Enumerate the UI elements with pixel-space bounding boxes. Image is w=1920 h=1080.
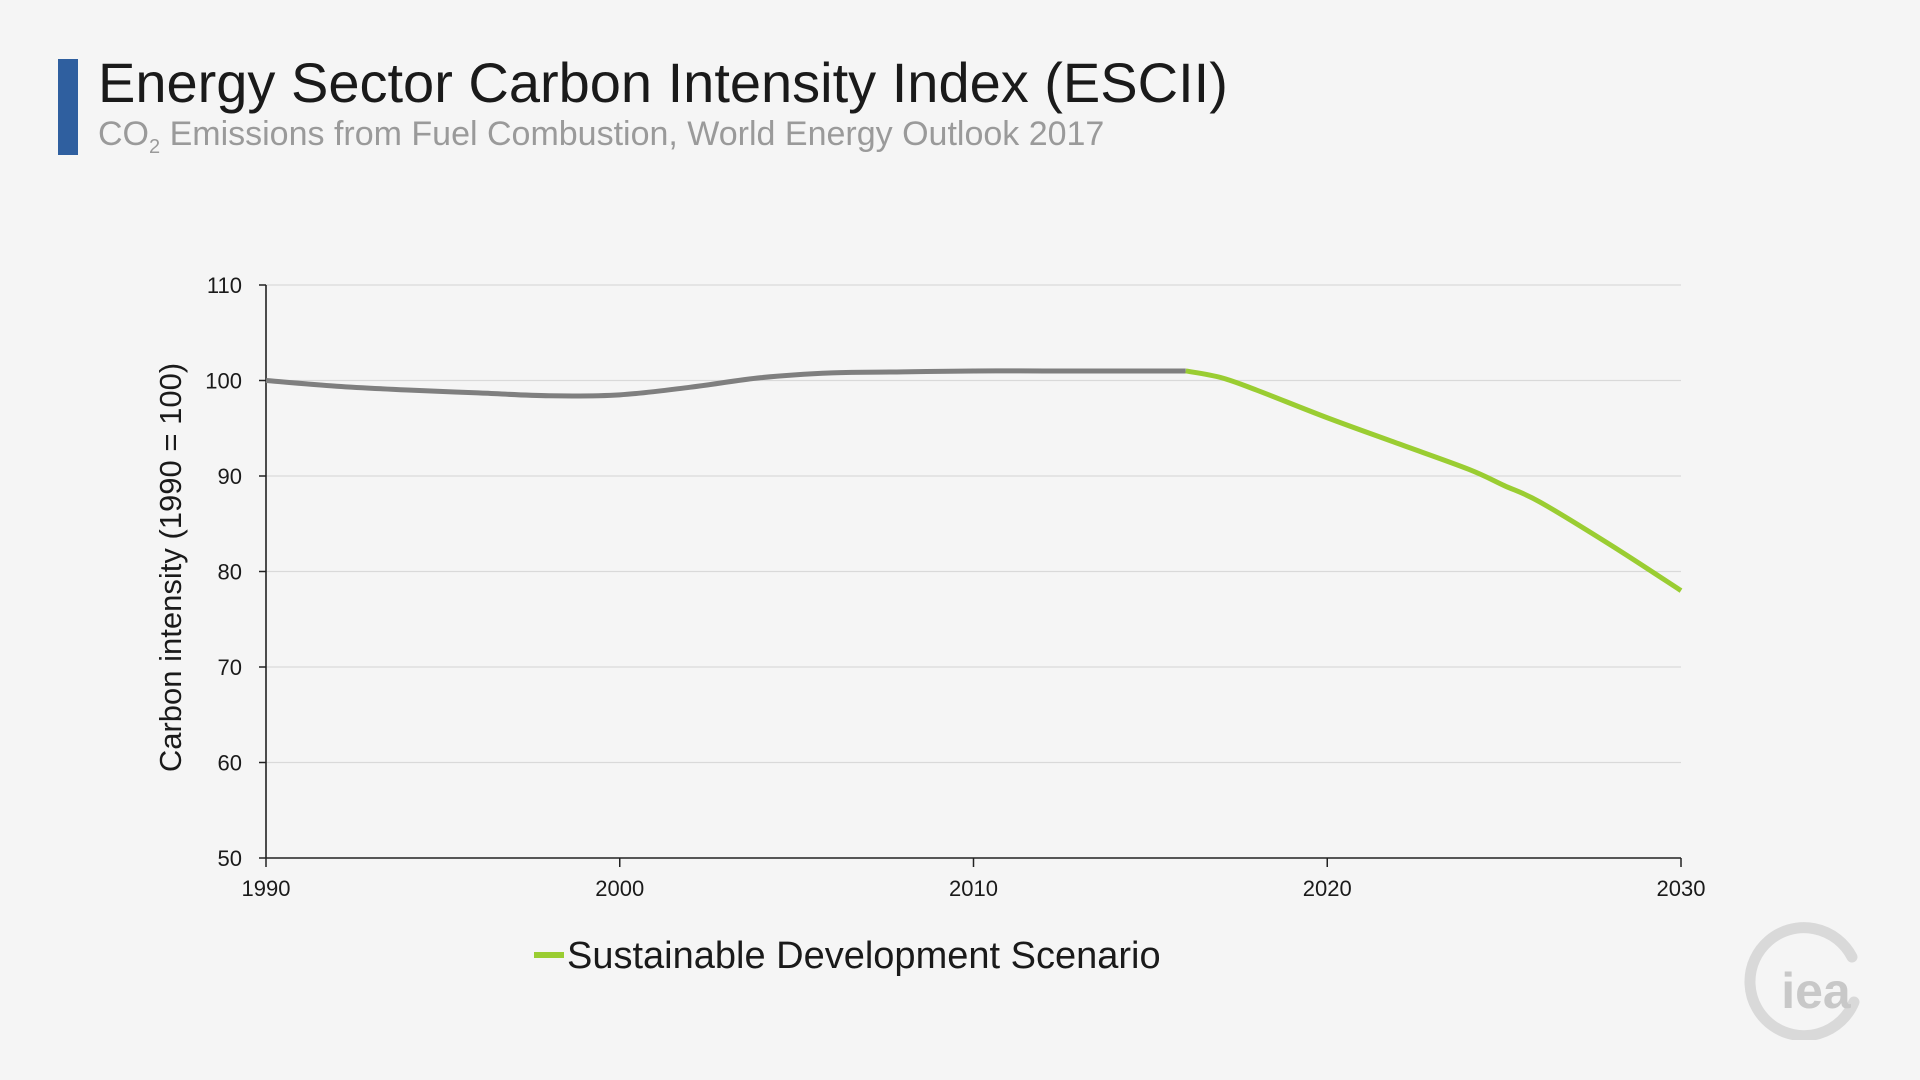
title-accent-bar: [58, 59, 78, 155]
y-tick-label: 100: [205, 369, 242, 394]
iea-logo: iea: [1744, 914, 1870, 1042]
x-tick-label: 2020: [1303, 876, 1352, 901]
x-tick-label: 2010: [949, 876, 998, 901]
y-tick-label: 50: [218, 846, 242, 871]
series-line-historical: [265, 368, 1186, 399]
x-tick-label: 1990: [242, 876, 291, 901]
y-tick-label: 80: [218, 560, 242, 585]
chart-subtitle: CO2 Emissions from Fuel Combustion, Worl…: [98, 112, 1105, 158]
y-tick-label: 110: [207, 273, 242, 298]
y-tick-label: 90: [218, 464, 242, 489]
y-axis-label: Carbon intensity (1990 = 100): [153, 363, 188, 772]
subtitle-suffix: Emissions from Fuel Combustion, World En…: [160, 115, 1105, 153]
legend-label: Sustainable Development Scenario: [567, 935, 1161, 977]
x-tick-label: 2000: [595, 876, 644, 901]
iea-logo-text: iea: [1781, 963, 1852, 1019]
y-tick-label: 70: [218, 655, 242, 680]
chart-title: Energy Sector Carbon Intensity Index (ES…: [98, 51, 1228, 114]
series-line-sds: [1185, 368, 1683, 593]
line-chart: 50 60 70 80 90 100 110 1990 2000 2010 2020 2030 Carb…: [153, 273, 1706, 977]
x-tick-label: 2030: [1657, 876, 1706, 901]
subtitle-subscript: 2: [149, 136, 161, 158]
y-tick-label: 60: [218, 751, 242, 776]
subtitle-prefix: CO: [98, 115, 149, 153]
